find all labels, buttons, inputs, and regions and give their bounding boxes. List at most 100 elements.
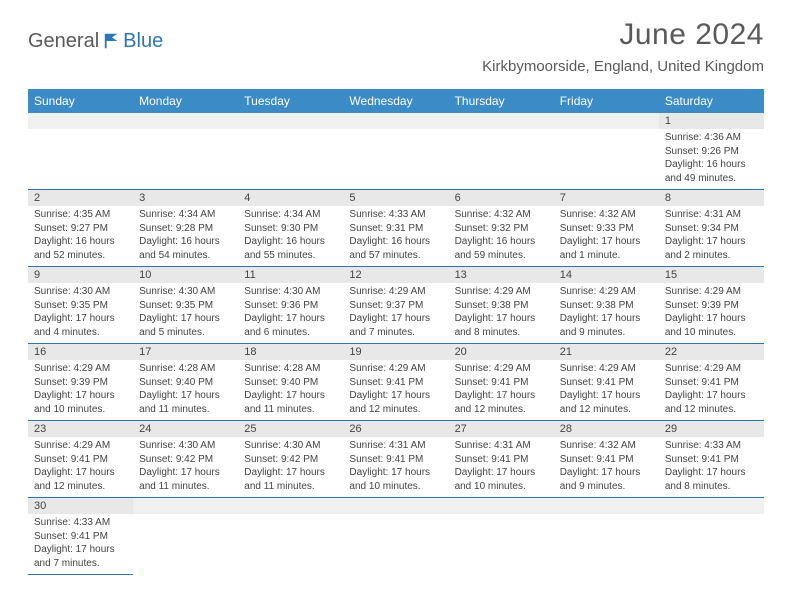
sunrise-line: Sunrise: 4:30 AM bbox=[139, 285, 232, 299]
day-number: 25 bbox=[238, 421, 343, 437]
calendar-day-cell: 7Sunrise: 4:32 AMSunset: 9:33 PMDaylight… bbox=[554, 190, 659, 267]
calendar-empty-cell bbox=[554, 498, 659, 575]
calendar-day-cell: 2Sunrise: 4:35 AMSunset: 9:27 PMDaylight… bbox=[28, 190, 133, 267]
daylight-line-1: Daylight: 16 hours bbox=[139, 235, 232, 249]
daylight-line-1: Daylight: 17 hours bbox=[560, 312, 653, 326]
day-details: Sunrise: 4:30 AMSunset: 9:42 PMDaylight:… bbox=[238, 437, 343, 497]
day-number: 2 bbox=[28, 190, 133, 206]
daylight-line-2: and 10 minutes. bbox=[455, 480, 548, 494]
sunset-line: Sunset: 9:41 PM bbox=[349, 453, 442, 467]
daylight-line-1: Daylight: 16 hours bbox=[665, 158, 758, 172]
sunset-line: Sunset: 9:42 PM bbox=[139, 453, 232, 467]
sunrise-line: Sunrise: 4:28 AM bbox=[244, 362, 337, 376]
daylight-line-1: Daylight: 17 hours bbox=[665, 235, 758, 249]
day-details: Sunrise: 4:29 AMSunset: 9:38 PMDaylight:… bbox=[449, 283, 554, 343]
daylight-line-1: Daylight: 16 hours bbox=[455, 235, 548, 249]
daylight-line-1: Daylight: 17 hours bbox=[665, 466, 758, 480]
day-number: 12 bbox=[343, 267, 448, 283]
daylight-line-2: and 12 minutes. bbox=[34, 480, 127, 494]
calendar-day-cell: 21Sunrise: 4:29 AMSunset: 9:41 PMDayligh… bbox=[554, 344, 659, 421]
sunrise-line: Sunrise: 4:34 AM bbox=[139, 208, 232, 222]
day-number: 26 bbox=[343, 421, 448, 437]
empty-daynum bbox=[28, 113, 133, 129]
day-number: 28 bbox=[554, 421, 659, 437]
day-details: Sunrise: 4:34 AMSunset: 9:28 PMDaylight:… bbox=[133, 206, 238, 266]
sunrise-line: Sunrise: 4:30 AM bbox=[244, 285, 337, 299]
day-number: 24 bbox=[133, 421, 238, 437]
day-number: 8 bbox=[659, 190, 764, 206]
sunset-line: Sunset: 9:41 PM bbox=[560, 453, 653, 467]
day-details: Sunrise: 4:36 AMSunset: 9:26 PMDaylight:… bbox=[659, 129, 764, 189]
daylight-line-1: Daylight: 16 hours bbox=[34, 235, 127, 249]
sunrise-line: Sunrise: 4:28 AM bbox=[139, 362, 232, 376]
calendar-week-row: 9Sunrise: 4:30 AMSunset: 9:35 PMDaylight… bbox=[28, 267, 764, 344]
day-details: Sunrise: 4:29 AMSunset: 9:41 PMDaylight:… bbox=[554, 360, 659, 420]
daylight-line-1: Daylight: 17 hours bbox=[349, 389, 442, 403]
day-number: 17 bbox=[133, 344, 238, 360]
sunset-line: Sunset: 9:41 PM bbox=[665, 376, 758, 390]
weekday-header: Sunday bbox=[28, 89, 133, 113]
daylight-line-2: and 12 minutes. bbox=[455, 403, 548, 417]
calendar-table: SundayMondayTuesdayWednesdayThursdayFrid… bbox=[28, 89, 764, 575]
sunset-line: Sunset: 9:42 PM bbox=[244, 453, 337, 467]
day-number: 14 bbox=[554, 267, 659, 283]
flag-icon bbox=[103, 32, 121, 50]
sunrise-line: Sunrise: 4:29 AM bbox=[665, 362, 758, 376]
daylight-line-2: and 49 minutes. bbox=[665, 172, 758, 186]
calendar-day-cell: 29Sunrise: 4:33 AMSunset: 9:41 PMDayligh… bbox=[659, 421, 764, 498]
sunset-line: Sunset: 9:33 PM bbox=[560, 222, 653, 236]
sunset-line: Sunset: 9:40 PM bbox=[244, 376, 337, 390]
sunrise-line: Sunrise: 4:32 AM bbox=[455, 208, 548, 222]
calendar-empty-cell bbox=[133, 113, 238, 190]
sunrise-line: Sunrise: 4:32 AM bbox=[560, 439, 653, 453]
daylight-line-2: and 9 minutes. bbox=[560, 480, 653, 494]
daylight-line-2: and 8 minutes. bbox=[665, 480, 758, 494]
day-number: 16 bbox=[28, 344, 133, 360]
calendar-day-cell: 24Sunrise: 4:30 AMSunset: 9:42 PMDayligh… bbox=[133, 421, 238, 498]
calendar-week-row: 1Sunrise: 4:36 AMSunset: 9:26 PMDaylight… bbox=[28, 113, 764, 190]
day-number: 11 bbox=[238, 267, 343, 283]
daylight-line-1: Daylight: 17 hours bbox=[34, 543, 127, 557]
sunrise-line: Sunrise: 4:29 AM bbox=[665, 285, 758, 299]
day-details: Sunrise: 4:31 AMSunset: 9:41 PMDaylight:… bbox=[343, 437, 448, 497]
daylight-line-2: and 2 minutes. bbox=[665, 249, 758, 263]
day-number: 27 bbox=[449, 421, 554, 437]
calendar-day-cell: 5Sunrise: 4:33 AMSunset: 9:31 PMDaylight… bbox=[343, 190, 448, 267]
daylight-line-1: Daylight: 17 hours bbox=[349, 466, 442, 480]
sunrise-line: Sunrise: 4:30 AM bbox=[139, 439, 232, 453]
day-details: Sunrise: 4:29 AMSunset: 9:41 PMDaylight:… bbox=[28, 437, 133, 497]
month-title: June 2024 bbox=[482, 18, 764, 52]
logo: General Blue bbox=[28, 30, 163, 53]
day-number: 21 bbox=[554, 344, 659, 360]
calendar-week-row: 16 Sunrise: 4:29 AM Sunset: 9:39 PM Dayligh… bbox=[28, 344, 764, 421]
calendar-day-cell: 13Sunrise: 4:29 AMSunset: 9:38 PMDayligh… bbox=[449, 267, 554, 344]
day-details: Sunrise: 4:35 AMSunset: 9:27 PMDaylight:… bbox=[28, 206, 133, 266]
sunset-line: Sunset: 9:41 PM bbox=[455, 453, 548, 467]
calendar-day-cell: 4Sunrise: 4:34 AMSunset: 9:30 PMDaylight… bbox=[238, 190, 343, 267]
daylight-line-2: and 9 minutes. bbox=[560, 326, 653, 340]
sunrise-line: Sunrise: 4:36 AM bbox=[665, 131, 758, 145]
calendar-day-cell: 18Sunrise: 4:28 AMSunset: 9:40 PMDayligh… bbox=[238, 344, 343, 421]
sunset-line: Sunset: 9:30 PM bbox=[244, 222, 337, 236]
daylight-line-2: and 7 minutes. bbox=[34, 557, 127, 571]
day-details: Sunrise: 4:30 AMSunset: 9:36 PMDaylight:… bbox=[238, 283, 343, 343]
sunrise-line: Sunrise: 4:29 AM bbox=[455, 285, 548, 299]
sunrise-line: Sunrise: 4:30 AM bbox=[244, 439, 337, 453]
daylight-line-1: Daylight: 17 hours bbox=[560, 235, 653, 249]
day-number: 22 bbox=[659, 344, 764, 360]
calendar-day-cell: 17Sunrise: 4:28 AMSunset: 9:40 PMDayligh… bbox=[133, 344, 238, 421]
empty-daynum bbox=[133, 498, 238, 514]
day-details: Sunrise: 4:32 AMSunset: 9:33 PMDaylight:… bbox=[554, 206, 659, 266]
day-details: Sunrise: 4:30 AMSunset: 9:35 PMDaylight:… bbox=[133, 283, 238, 343]
sunset-line: Sunset: 9:38 PM bbox=[560, 299, 653, 313]
calendar-day-cell: 9Sunrise: 4:30 AMSunset: 9:35 PMDaylight… bbox=[28, 267, 133, 344]
daylight-line-1: Daylight: 17 hours bbox=[139, 389, 232, 403]
day-details: Sunrise: 4:31 AMSunset: 9:34 PMDaylight:… bbox=[659, 206, 764, 266]
sunset-line: Sunset: 9:41 PM bbox=[560, 376, 653, 390]
calendar-day-cell: 23Sunrise: 4:29 AMSunset: 9:41 PMDayligh… bbox=[28, 421, 133, 498]
sunset-line: Sunset: 9:39 PM bbox=[34, 376, 127, 390]
daylight-line-2: and 57 minutes. bbox=[349, 249, 442, 263]
calendar-day-cell: 20Sunrise: 4:29 AMSunset: 9:41 PMDayligh… bbox=[449, 344, 554, 421]
weekday-header: Wednesday bbox=[343, 89, 448, 113]
sunrise-line: Sunrise: 4:30 AM bbox=[34, 285, 127, 299]
